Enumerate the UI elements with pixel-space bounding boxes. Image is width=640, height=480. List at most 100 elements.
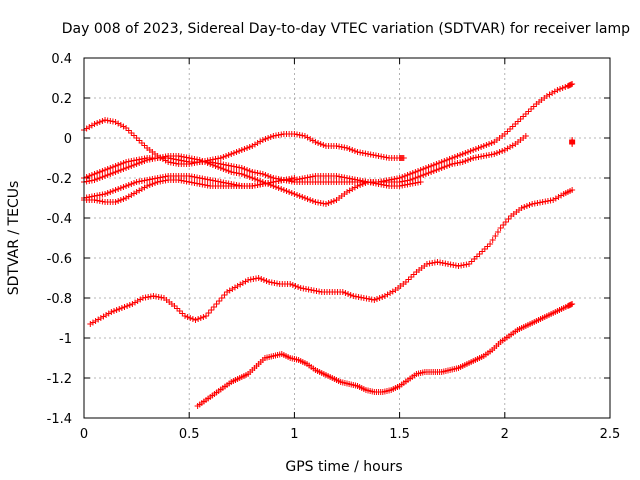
data-point [224,289,231,295]
data-point [203,313,210,319]
data-point [184,314,191,320]
data-point [117,122,124,128]
data-point [376,295,383,301]
series-sat-g [194,301,576,409]
data-point [441,164,448,170]
y-tick-label: 0 [64,132,72,147]
data-point [123,195,130,201]
data-point [496,149,503,155]
data-point [265,173,272,179]
data-point [120,184,127,190]
data-point [238,147,245,153]
data-point [141,158,148,164]
data-point [307,197,314,203]
data-point [488,140,495,146]
data-point [278,186,285,192]
data-point [288,190,295,196]
data-point [557,86,564,92]
data-point [472,146,479,152]
data-point [436,160,443,166]
data-point [384,291,391,298]
data-point [102,173,109,179]
data-point [554,87,561,93]
data-point [112,199,119,205]
data-point [505,216,512,222]
data-point [522,133,529,139]
data-point [291,175,298,181]
data-point [509,142,516,149]
data-point [551,88,558,95]
data-point [117,161,124,167]
data-point [483,142,490,148]
data-point [117,197,124,203]
data-point [569,187,576,193]
data-point [301,195,308,201]
data-point [446,162,453,168]
data-point [526,202,533,208]
data-point [317,141,324,147]
data-point [412,169,419,175]
data-point [417,179,424,185]
data-point [315,140,322,146]
data-point [209,162,216,168]
data-point [475,145,482,151]
data-point [499,148,506,154]
data-point [110,308,117,314]
data-point [263,278,270,284]
data-point [347,292,354,298]
data-point [430,162,437,168]
data-point [502,219,509,225]
data-point [120,196,127,202]
data-point [344,145,350,151]
data-point [217,155,224,161]
data-point [322,201,329,207]
data-point [467,148,474,154]
data-point [99,168,106,174]
data-point [249,175,256,181]
data-point [550,197,557,203]
data-point [491,151,498,157]
data-point [262,172,269,178]
data-point [493,150,500,156]
data-point [244,173,251,179]
data-point [246,168,253,174]
data-point [569,141,576,147]
data-point [152,180,159,186]
data-point [546,91,553,98]
data-point [230,150,237,156]
data-point [436,166,443,172]
data-point [296,193,303,199]
data-point [342,290,349,296]
data-point [428,169,435,175]
data-point [237,281,244,288]
data-point [330,198,337,204]
data-point [88,122,95,129]
chart-title: Day 008 of 2023, Sidereal Day-to-day VTE… [62,21,630,37]
data-point [430,168,437,174]
data-point [96,175,103,181]
data-point [210,304,217,310]
data-point [120,166,127,172]
data-point [109,164,116,170]
data-point [438,159,445,165]
data-point [373,296,380,302]
data-point [379,294,386,300]
data-point [100,313,107,320]
data-point [400,155,407,161]
data-point [238,165,245,171]
data-point [255,275,262,281]
y-tick-label: 0.4 [51,52,72,67]
data-point [259,171,266,177]
data-point [149,181,156,187]
y-tick-label: -1.2 [47,372,72,387]
data-point [95,316,102,323]
x-tick-label: 2.5 [600,427,621,442]
y-tick-label: -0.2 [47,172,72,187]
data-point [415,174,422,180]
data-point [415,168,422,174]
data-point [199,158,206,164]
data-point [102,191,109,197]
data-point [146,182,153,188]
plot-frame [83,57,611,419]
data-point [518,205,525,211]
